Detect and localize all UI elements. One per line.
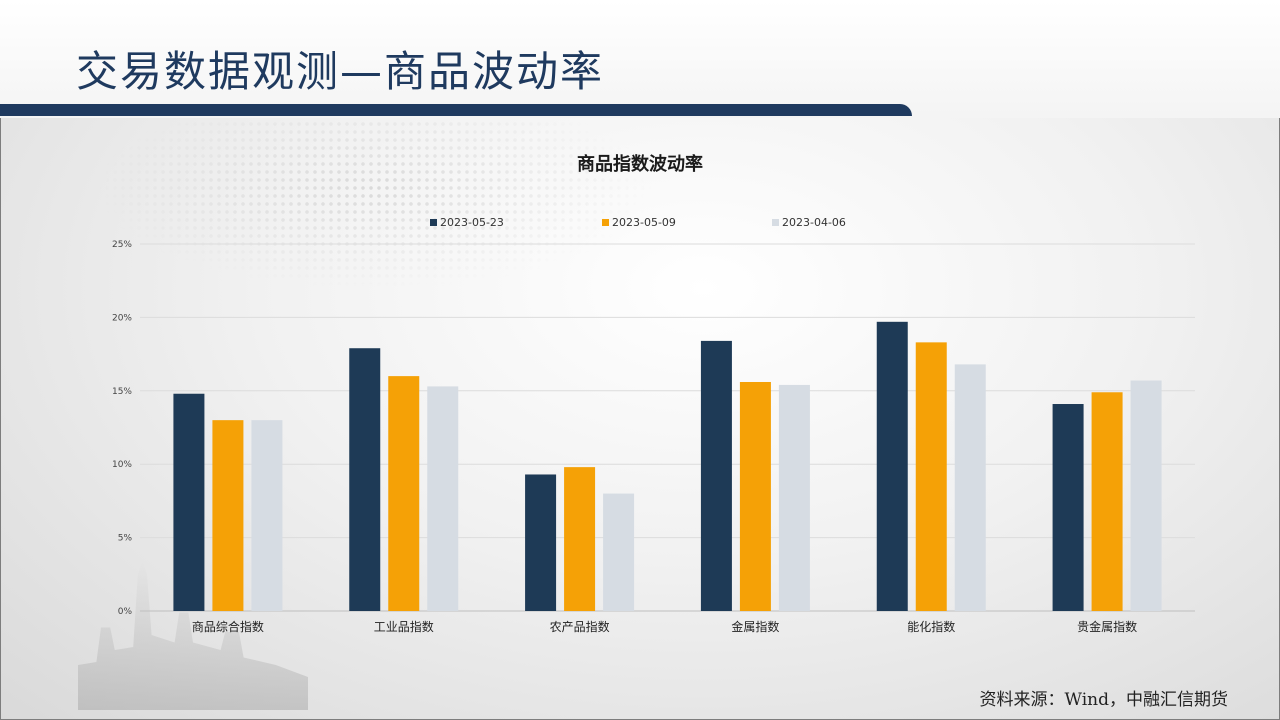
bar: [388, 376, 420, 611]
bar: [212, 420, 244, 611]
legend-item-series-2: 2023-05-09: [602, 216, 676, 229]
x-tick-label: 农产品指数: [550, 619, 610, 634]
legend-swatch-series-1: [430, 219, 437, 226]
bar: [1130, 380, 1162, 611]
legend-item-series-3: 2023-04-06: [772, 216, 846, 229]
x-tick-label: 工业品指数: [374, 619, 434, 634]
chart-title: 商品指数波动率: [577, 154, 703, 175]
bar: [349, 348, 381, 611]
y-tick-label: 25%: [112, 240, 132, 250]
y-tick-label: 15%: [112, 387, 132, 397]
y-tick-label: 10%: [112, 460, 132, 470]
y-tick-label: 20%: [112, 313, 132, 323]
y-tick-label: 0%: [118, 607, 133, 617]
title-bar: 交易数据观测—商品波动率: [0, 0, 1280, 118]
bar: [173, 393, 205, 611]
world-map-dots-decoration: [95, 120, 655, 290]
x-tick-label: 金属指数: [731, 619, 779, 634]
bar: [739, 381, 771, 611]
bar: [954, 364, 986, 611]
bar: [251, 420, 283, 611]
bar: [564, 467, 596, 611]
legend-label-series-1: 2023-05-23: [440, 216, 504, 229]
x-tick-label: 商品综合指数: [192, 619, 264, 634]
bar: [427, 386, 459, 611]
bar: [525, 474, 557, 611]
x-tick-label: 贵金属指数: [1077, 619, 1137, 634]
page-title: 交易数据观测—商品波动率: [76, 47, 605, 96]
legend-label-series-2: 2023-05-09: [612, 216, 676, 229]
legend-item-series-1: 2023-05-23: [430, 216, 504, 229]
bar: [778, 384, 810, 611]
chart-legend: 2023-05-23 2023-05-09 2023-04-06: [430, 216, 900, 232]
x-tick-label: 能化指数: [907, 619, 955, 634]
title-underline-bar: [0, 104, 912, 116]
legend-label-series-3: 2023-04-06: [782, 216, 846, 229]
legend-swatch-series-3: [772, 219, 779, 226]
bar: [1052, 404, 1084, 611]
bar: [915, 342, 947, 611]
bar: [700, 340, 732, 611]
source-note: 资料来源：Wind，中融汇信期货: [979, 690, 1228, 710]
y-tick-label: 5%: [118, 534, 133, 544]
bar: [603, 493, 635, 611]
legend-swatch-series-2: [602, 219, 609, 226]
bar: [1091, 392, 1123, 611]
bar: [876, 321, 908, 611]
